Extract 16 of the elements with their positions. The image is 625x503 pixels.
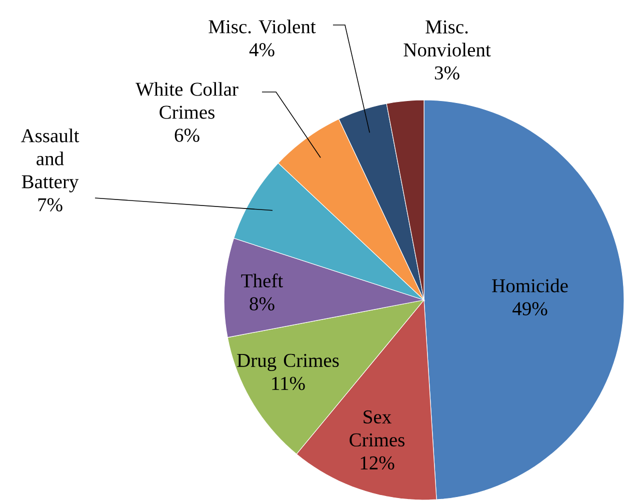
data-label: 6% xyxy=(174,128,200,142)
data-label: 3% xyxy=(434,66,460,80)
slice-label: Sex Crimes xyxy=(350,410,404,447)
data-label: 7% xyxy=(38,198,62,212)
slice-label: Misc. Nonviolent xyxy=(404,20,491,57)
data-label: 12% xyxy=(360,456,394,470)
slice-label: Homicide xyxy=(492,278,568,292)
slice-label: Misc. Violent xyxy=(208,20,316,34)
data-label: 49% xyxy=(512,302,548,316)
data-label: 11% xyxy=(272,376,305,390)
slice-label: Drug Crimes xyxy=(237,354,339,372)
slice-label: Assault and Battery xyxy=(20,128,80,192)
slice-label: Theft xyxy=(241,274,284,288)
slice-label: White Collar Crimes xyxy=(136,82,238,119)
data-label: 4% xyxy=(249,43,274,56)
data-label: 8% xyxy=(250,297,274,310)
